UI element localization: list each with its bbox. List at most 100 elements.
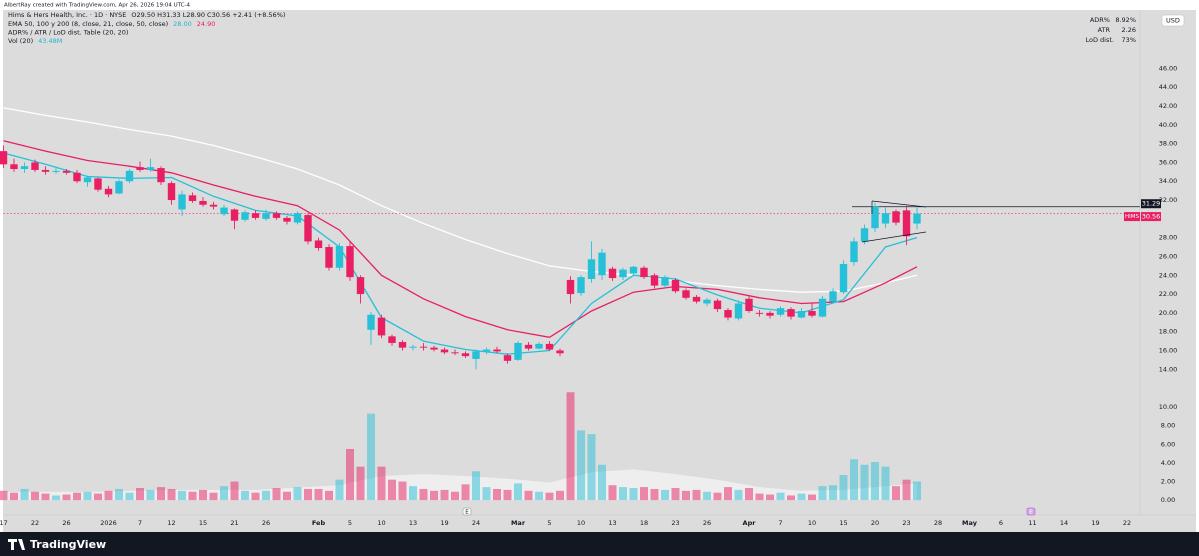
candle-body (367, 314, 375, 330)
x-tick-label: 26 (262, 519, 270, 527)
table-value: 73% (1122, 36, 1136, 44)
volume-bar (587, 434, 596, 501)
candle-body (902, 210, 911, 237)
volume-bar (104, 490, 113, 501)
y-tick-label: 40.00 (1159, 121, 1178, 129)
volume-bar (419, 488, 428, 501)
y2-tick-label: 4.00 (1161, 459, 1175, 467)
volume-bar (335, 479, 344, 501)
volume-bar (136, 488, 144, 501)
volume-bar (304, 488, 312, 501)
candle-body (430, 347, 438, 350)
candle-body (388, 336, 396, 343)
drawing-line (871, 200, 927, 208)
currency-button[interactable] (1161, 14, 1185, 27)
candle-body (892, 211, 900, 223)
candle-body (136, 167, 144, 170)
y-tick-label: 26.00 (1159, 252, 1178, 260)
candle-body (692, 296, 701, 302)
candle-body (304, 215, 312, 242)
x-tick-label: 2026 (100, 519, 117, 527)
table-label: LoD dist. (1086, 36, 1115, 44)
candle-body (314, 240, 323, 248)
y2-tick-label: 6.00 (1161, 440, 1175, 448)
candle-body (0, 151, 8, 165)
indicator-label: Vol (20) (8, 37, 33, 45)
x-tick-label: 22 (1123, 519, 1131, 527)
y2-tick-label: 10.00 (1159, 403, 1178, 411)
candle-body (230, 209, 239, 221)
y-tick-label: 32.00 (1159, 196, 1178, 204)
candle-body (440, 349, 449, 353)
x-tick-label: 15 (839, 519, 847, 527)
currency: USD (1166, 17, 1180, 25)
y2-tick-label: 8.00 (1161, 422, 1175, 430)
legend: Hims & Hers Health, Inc. · 1D · NYSE O29.… (8, 11, 285, 45)
volume-bar (409, 486, 417, 501)
candle-body (461, 353, 470, 357)
y-tick-label: 14.00 (1159, 365, 1178, 373)
candle-body (178, 194, 186, 210)
plot: 14.00 16.00 18.00 20.00 22.00 24.00 26.00 28.00… (0, 64, 1177, 527)
candle-body (713, 300, 722, 310)
event-marker[interactable] (462, 507, 472, 516)
x-tick-label: 19 (440, 519, 448, 527)
volume-bar (73, 492, 81, 501)
volume-bar (545, 492, 554, 501)
volume-bar (503, 489, 512, 501)
y-tick-label: 20.00 (1159, 309, 1178, 317)
candle-body (524, 344, 533, 349)
volume-bar (734, 489, 743, 501)
tv-logo-text: TradingView (30, 538, 106, 551)
x-tick-label: 24 (472, 519, 480, 527)
candle-body (62, 170, 71, 173)
y-tick-label: 44.00 (1159, 83, 1178, 91)
volume-bar (0, 490, 8, 501)
watermark: AlbertRay created with TradingView.com, … (4, 3, 190, 9)
event-marker[interactable] (1026, 507, 1036, 516)
volume-bar (272, 488, 281, 501)
candle-body (682, 290, 690, 298)
volume-bar (220, 486, 228, 501)
candle-body (808, 310, 816, 316)
volume-bar (640, 487, 648, 501)
volume-bar (388, 479, 396, 501)
volume-bar (692, 489, 701, 501)
y-tick-label: 18.00 (1159, 328, 1178, 336)
price-tag (1141, 199, 1161, 209)
indicator-value: 28.00 (173, 20, 192, 28)
indicator-value: 24.90 (197, 20, 216, 28)
candle-body (31, 162, 39, 170)
x-tick-label: Apr (743, 519, 757, 527)
volume-bar (829, 485, 837, 501)
x-tick-label: 28 (934, 519, 942, 527)
candle-body (167, 183, 176, 201)
candle-body (640, 267, 648, 278)
candle-body (514, 342, 522, 360)
triangle-drawing (861, 200, 927, 243)
candle-body (703, 299, 711, 304)
candle-body (104, 188, 113, 195)
volume-bar (608, 485, 617, 501)
candle-body (671, 279, 680, 292)
candle-body (881, 213, 890, 224)
volume-bar (472, 471, 480, 501)
y2-tick-label: 0.00 (1161, 496, 1175, 504)
candle-body (766, 312, 774, 316)
symbol-title: Hims & Hers Health, Inc. · 1D · NYSE (8, 11, 126, 19)
volume-bar (682, 490, 690, 501)
candle-body (629, 266, 638, 274)
volume-bar (157, 487, 165, 501)
candle-body (209, 204, 218, 207)
price-tag-label: 31.29 (1142, 200, 1161, 208)
candle-body (346, 246, 354, 278)
candle-body (734, 303, 743, 319)
x-tick-label: 18 (640, 519, 648, 527)
candle-body (587, 259, 596, 280)
candle-body (913, 213, 921, 224)
candle-body (472, 351, 480, 359)
candle-body (52, 170, 60, 172)
y-tick-label: 38.00 (1159, 140, 1178, 148)
y2-tick-label: 2.00 (1161, 478, 1175, 486)
